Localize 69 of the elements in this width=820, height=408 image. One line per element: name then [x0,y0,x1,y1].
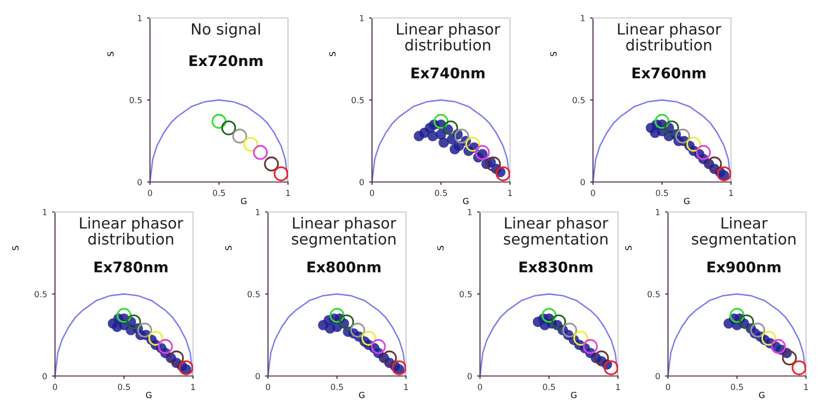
x-tick-label: 0 [148,190,152,196]
y-tick-label: 0.5 [130,96,142,104]
y-tick-label: 0 [42,372,47,380]
text: Linear phasor segmentation [292,216,396,248]
x-axis-title: G [571,392,576,398]
text: Ex780nm [94,261,168,272]
x-axis-title: G [241,198,246,204]
x-tick-label: 0 [370,190,374,196]
x-tick-label: 0.5 [118,384,130,390]
x-tick-label: 0.5 [330,384,343,390]
x-tick-label: 0.5 [730,384,743,390]
y-tick-label: 1 [656,209,660,216]
y-axis-title: S [225,246,232,250]
y-tick-label: 0.5 [648,290,660,298]
y-tick-label: 0 [580,178,585,186]
text: Ex830nm [520,261,592,272]
x-axis-title: G [146,392,152,398]
x-tick-label: 1 [286,190,290,196]
y-tick-label: 1 [468,209,472,216]
y-tick-label: 0 [656,372,660,380]
y-tick-label: 0.5 [352,96,364,104]
y-axis-title: S [329,52,336,56]
text: Ex760nm [632,67,706,78]
y-axis-title: S [107,52,114,56]
y-tick-label: 0 [360,178,364,186]
y-tick-label: 1 [580,15,585,22]
chart-title: No signal [192,22,260,38]
x-tick-label: 0 [266,384,270,390]
x-tick-label: 0 [52,384,58,390]
x-tick-label: 0 [590,190,596,196]
y-tick-label: 0.5 [34,290,47,298]
x-tick-label: 1 [191,384,195,390]
text: Ex900nm [708,261,780,272]
x-tick-label: 0.5 [212,190,225,196]
x-tick-label: 1 [404,384,408,390]
y-tick-label: 0.5 [460,290,472,298]
x-tick-label: 1 [508,190,512,196]
text: Linear phasor distribution [80,216,184,245]
y-axis-title: S [625,246,632,250]
y-tick-label: 0 [256,372,260,380]
x-tick-label: 1 [616,384,620,390]
x-axis-title: G [684,198,690,204]
text: Linear phasor distribution [397,22,500,51]
y-tick-label: 1 [138,15,142,22]
x-tick-label: 0.5 [434,190,447,196]
x-tick-label: 0.5 [542,384,555,390]
y-tick-label: 1 [360,15,364,22]
text: Linear phasor segmentation [504,216,608,248]
y-tick-label: 0 [138,178,142,186]
x-axis-title: G [759,392,764,398]
x-axis-title: G [359,392,364,398]
y-tick-label: 1 [256,209,260,216]
text: Ex720nm [190,55,262,66]
x-tick-label: 0 [666,384,670,390]
text: Ex740nm [412,67,484,78]
y-axis-title: S [550,52,557,56]
text: Linear phasor distribution [618,22,722,51]
y-tick-label: 1 [42,209,47,216]
y-tick-label: 0 [468,372,472,380]
x-tick-label: 1 [804,384,808,390]
y-axis-title: S [12,246,19,250]
x-tick-label: 0 [478,384,482,390]
x-axis-title: G [463,198,468,204]
text: Ex800nm [308,261,380,272]
text: Linear segmentation [692,216,796,248]
x-tick-label: 1 [729,190,733,196]
y-tick-label: 0.5 [572,96,585,104]
y-tick-label: 0.5 [248,290,260,298]
y-axis-title: S [437,246,444,250]
